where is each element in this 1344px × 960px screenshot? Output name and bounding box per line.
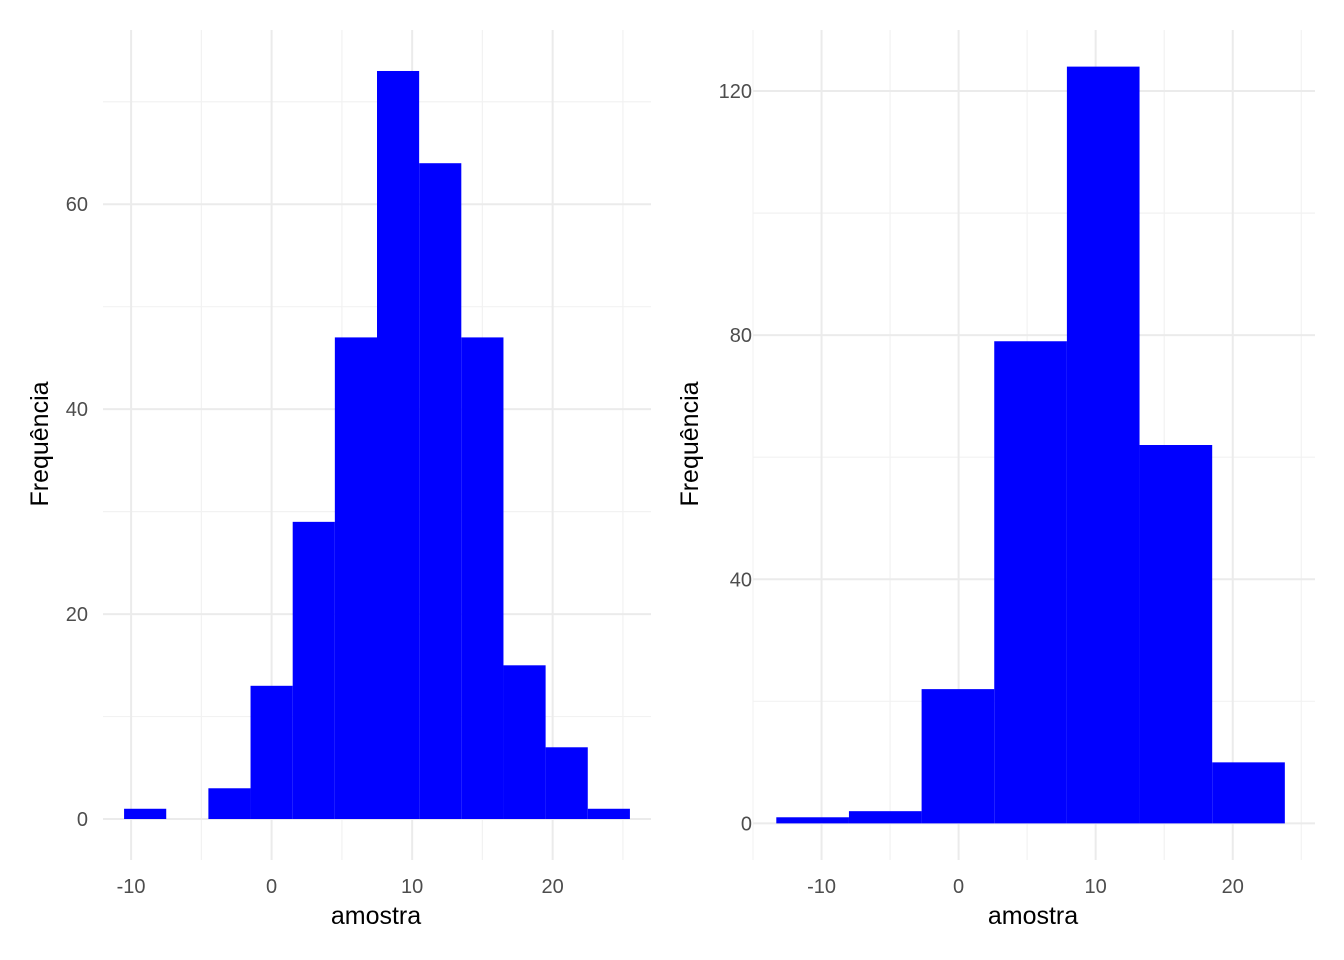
- y-tick-label: 40: [66, 399, 88, 421]
- histogram-bar: [419, 163, 462, 820]
- x-tick-label: 0: [266, 876, 277, 898]
- histogram-bar: [587, 808, 630, 820]
- histogram-bar: [334, 337, 377, 820]
- x-tick-label: 20: [1222, 876, 1244, 898]
- x-axis-title: amostra: [331, 902, 421, 930]
- histogram-bar: [848, 811, 922, 824]
- histogram-bar: [503, 665, 546, 820]
- y-tick-label: 20: [66, 604, 88, 626]
- x-tick-label: 20: [542, 876, 564, 898]
- x-tick-label: 0: [953, 876, 964, 898]
- histogram-left-panel: -10 0 10 20 0 20 40 60 amostra Frequência: [26, 30, 651, 930]
- bars: [124, 70, 630, 820]
- histogram-bar: [292, 521, 335, 820]
- histogram-right-panel: -10 0 10 20 0 40 80 120 amostra Frequência: [676, 30, 1315, 930]
- y-tick-label: 0: [741, 813, 752, 835]
- histogram-bar: [1139, 445, 1213, 824]
- y-axis-title: Frequência: [26, 381, 54, 506]
- y-tick-label: 0: [77, 809, 88, 831]
- histogram-bar: [921, 689, 995, 824]
- histogram-bar: [250, 685, 293, 820]
- bars: [776, 66, 1285, 824]
- histogram-bar: [461, 337, 504, 820]
- x-tick-label: -10: [117, 876, 146, 898]
- y-axis-title: Frequência: [676, 381, 704, 506]
- x-tick-label: 10: [1085, 876, 1107, 898]
- histogram-bar: [1212, 762, 1285, 824]
- histogram-bar: [1066, 66, 1140, 824]
- histogram-bar: [994, 341, 1067, 824]
- histogram-bar: [208, 788, 251, 820]
- x-tick-label: 10: [401, 876, 423, 898]
- histogram-bar: [124, 808, 167, 820]
- histogram-bar: [377, 70, 420, 820]
- x-tick-label: -10: [807, 876, 836, 898]
- y-tick-label: 40: [730, 569, 752, 591]
- histogram-bar: [545, 747, 588, 820]
- histogram-bar: [776, 817, 849, 824]
- y-tick-label: 80: [730, 325, 752, 347]
- x-axis-title: amostra: [988, 902, 1078, 930]
- y-tick-label: 60: [66, 194, 88, 216]
- y-tick-label: 120: [719, 81, 752, 103]
